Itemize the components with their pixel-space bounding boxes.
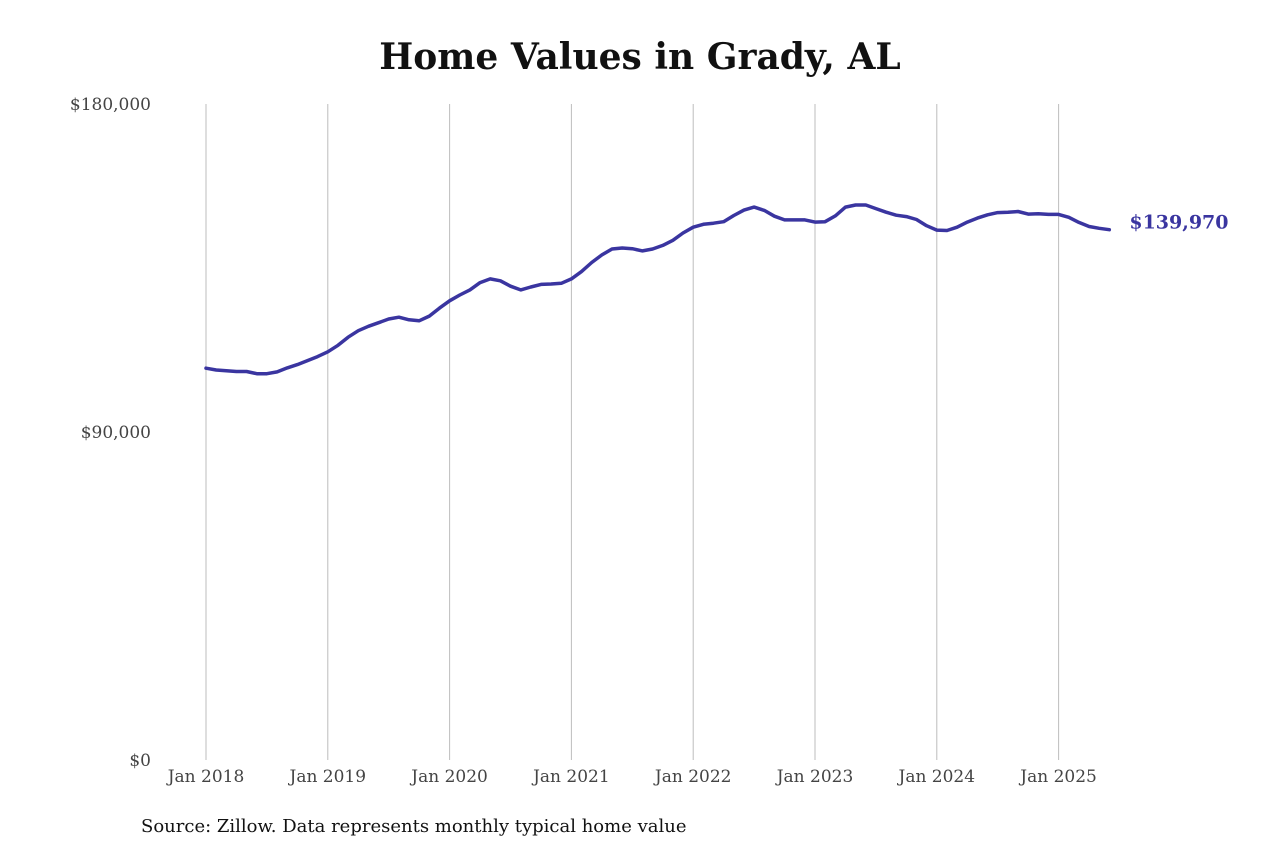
y-tick-label: $0	[129, 751, 151, 771]
x-tick-label: Jan 2022	[653, 767, 732, 787]
y-tick-label: $180,000	[70, 95, 151, 115]
x-tick-label: Jan 2023	[775, 767, 854, 787]
y-axis-ticks: $0 $90,000 $180,000	[70, 95, 151, 771]
series-line	[204, 203, 1112, 376]
x-tick-label: Jan 2020	[409, 767, 488, 787]
x-tick-label: Jan 2019	[288, 767, 367, 787]
y-tick-label: $90,000	[81, 423, 151, 443]
x-tick-label: Jan 2021	[531, 767, 610, 787]
source-note: Source: Zillow. Data represents monthly …	[141, 816, 687, 837]
gridlines	[205, 104, 1060, 760]
x-tick-label: Jan 2024	[897, 767, 976, 787]
series-layer: $139,970	[204, 203, 1229, 376]
chart-title: Home Values in Grady, AL	[379, 36, 901, 78]
x-axis-ticks: Jan 2018 Jan 2019 Jan 2020 Jan 2021 Jan 2022…	[166, 767, 1097, 787]
x-tick-label: Jan 2025	[1018, 767, 1097, 787]
end-value-label: $139,970	[1129, 212, 1228, 234]
x-tick-label: Jan 2018	[166, 767, 245, 787]
